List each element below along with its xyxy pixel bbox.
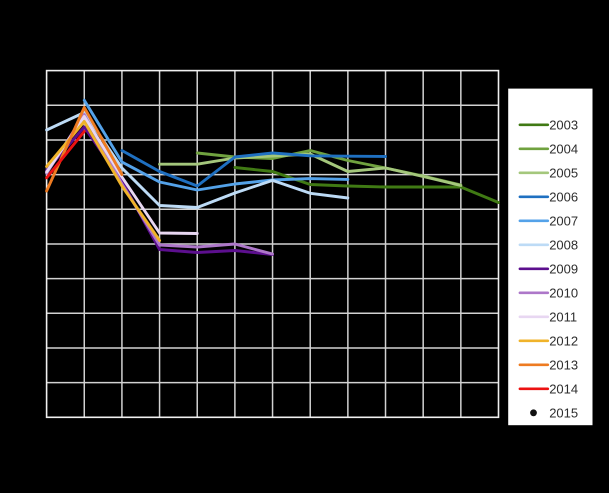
svg-text:2003: 2003 xyxy=(549,118,578,133)
svg-text:2015: 2015 xyxy=(549,406,578,421)
svg-text:2010: 2010 xyxy=(549,286,578,301)
svg-text:2009: 2009 xyxy=(549,262,578,277)
svg-text:2007: 2007 xyxy=(549,214,578,229)
svg-text:2014: 2014 xyxy=(549,382,578,397)
svg-text:2012: 2012 xyxy=(549,334,578,349)
svg-text:2006: 2006 xyxy=(549,190,578,205)
svg-text:2005: 2005 xyxy=(549,166,578,181)
svg-text:2004: 2004 xyxy=(549,142,578,157)
svg-text:2011: 2011 xyxy=(549,310,577,325)
svg-text:2013: 2013 xyxy=(549,358,578,373)
svg-text:2008: 2008 xyxy=(549,238,578,253)
